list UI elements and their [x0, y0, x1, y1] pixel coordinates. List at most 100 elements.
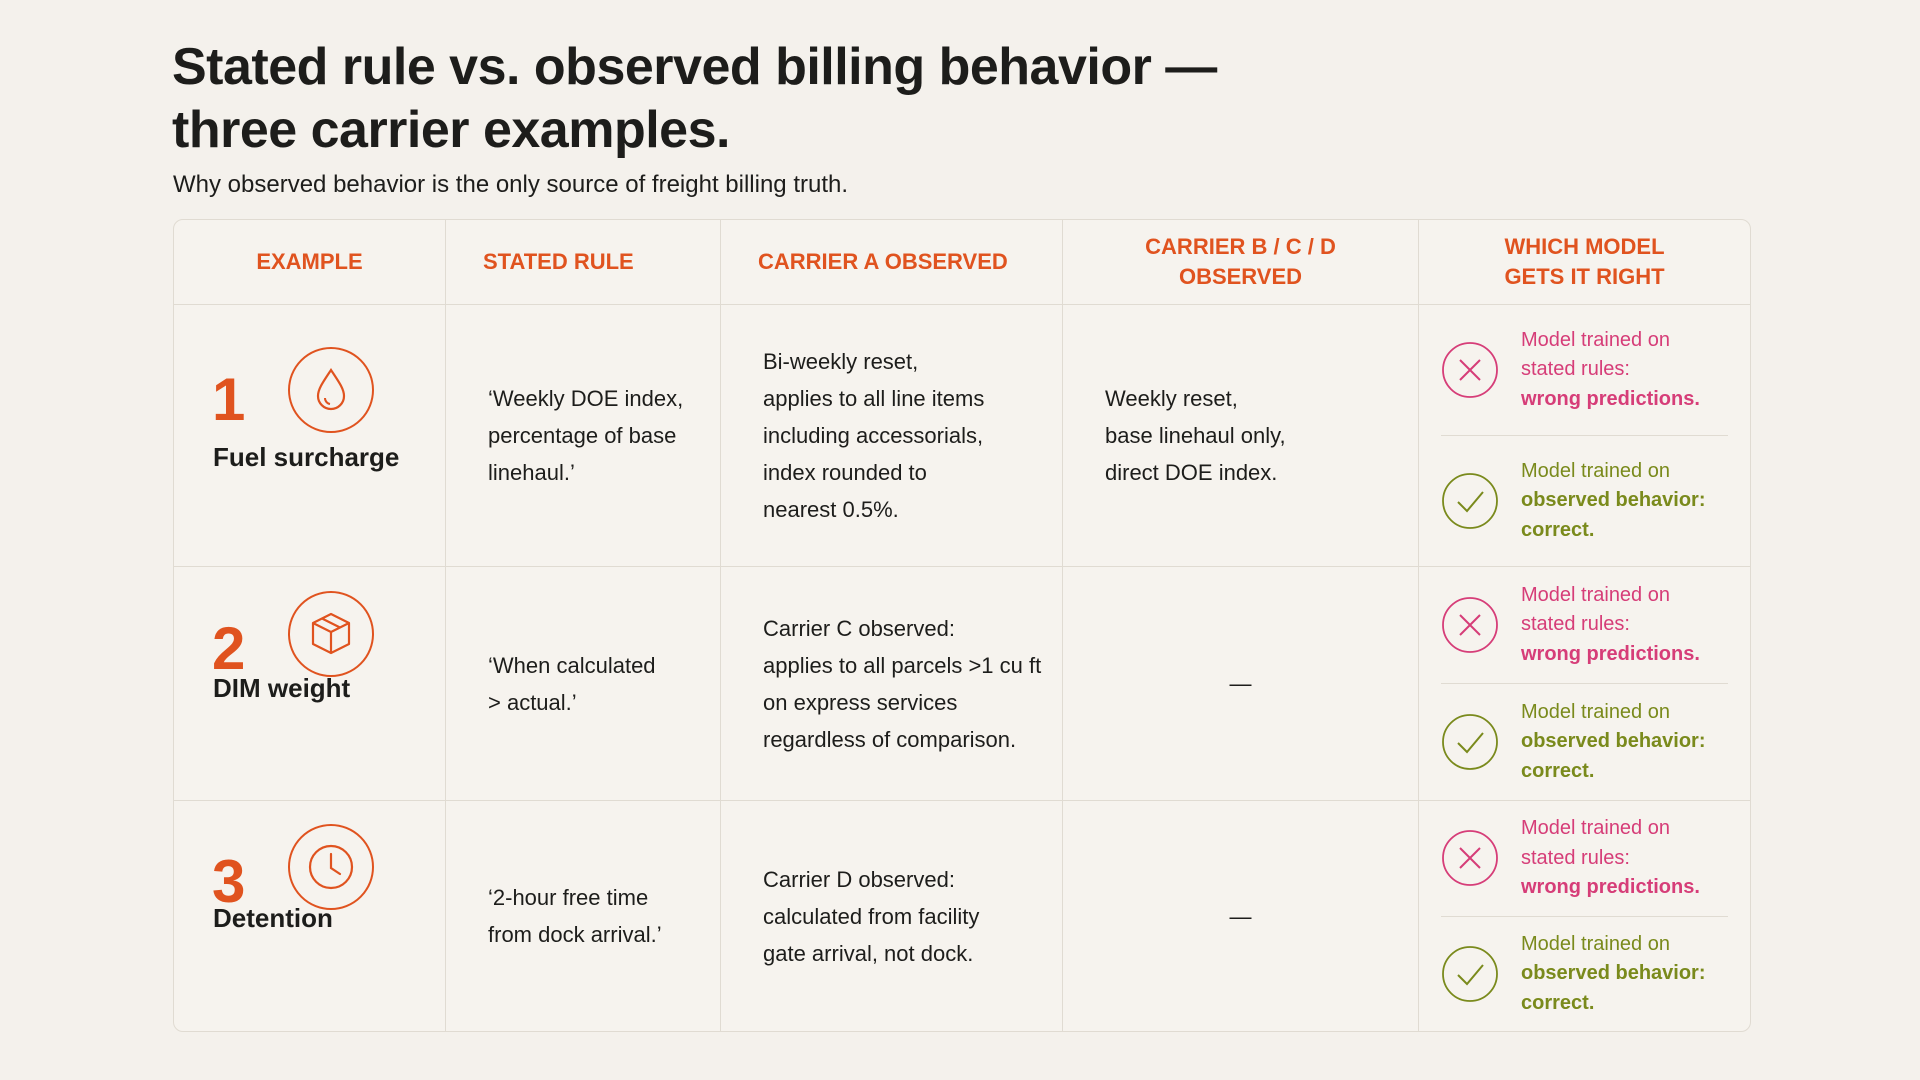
verdict-emphasis: observed behavior: correct. — [1521, 489, 1706, 541]
text-line: — — [1229, 903, 1252, 929]
cross-icon — [1442, 342, 1498, 398]
text-line: > actual.’ — [488, 689, 577, 715]
example-icon — [287, 346, 375, 434]
text-line: ‘2-hour free time — [488, 885, 649, 910]
text-line: applies to all line items — [763, 386, 985, 411]
text-line: percentage of base — [488, 423, 677, 448]
column-header-text: STATED RULE — [483, 249, 634, 274]
column-header-text: CARRIER B / C / D OBSERVED — [1145, 234, 1336, 289]
verdict-right: Model trained on observed behavior: corre… — [1441, 683, 1728, 800]
example-icon — [287, 590, 375, 678]
verdict-emphasis: wrong predictions. — [1521, 642, 1700, 665]
verdict-wrong: Model trained on stated rules: wrong predi… — [1441, 305, 1728, 435]
carrier-bcd-cell: Weekly reset, base linehaul only, direct D… — [1063, 305, 1419, 567]
verdict-cell: Model trained on stated rules: wrong predi… — [1419, 567, 1750, 801]
example-label: Fuel surcharge — [213, 442, 400, 472]
check-icon — [1442, 945, 1498, 1002]
example-cell: 2 DIM weight — [174, 567, 446, 801]
text-line: ‘Weekly DOE index, — [488, 386, 684, 411]
column-header: WHICH MODEL GETS IT RIGHT — [1419, 220, 1750, 305]
text-line: applies to all parcels >1 cu ft — [763, 652, 1042, 678]
verdict-line: stated rules: — [1521, 358, 1630, 381]
verdict-line: Model trained on — [1521, 817, 1670, 839]
subtitle: Why observed behavior is the only source… — [173, 171, 849, 198]
text-line: on express services — [763, 689, 958, 715]
text-line: including accessorials, — [763, 423, 984, 448]
carrier-a-cell: Carrier D observed: calculated from facil… — [721, 801, 1063, 1031]
text-line: Bi-weekly reset, — [763, 349, 919, 374]
text-line: Carrier D observed: — [763, 866, 955, 892]
cross-icon — [1442, 597, 1498, 653]
text-line: base linehaul only, — [1105, 423, 1286, 448]
verdict-line: Model trained on — [1521, 583, 1670, 606]
column-header-text: CARRIER A OBSERVED — [758, 249, 1008, 274]
verdict-emphasis: observed behavior: correct. — [1521, 730, 1706, 782]
verdict-cell: Model trained on stated rules: wrong predi… — [1419, 305, 1750, 567]
carrier-a-cell: Carrier C observed: applies to all parcel… — [721, 567, 1063, 801]
example-number: 3 — [212, 848, 246, 915]
verdict-cell: Model trained on stated rules: wrong predi… — [1419, 801, 1750, 1031]
column-header-text: WHICH MODEL GETS IT RIGHT — [1504, 234, 1665, 289]
text-line: gate arrival, not dock. — [763, 940, 974, 966]
column-header: CARRIER B / C / D OBSERVED — [1063, 220, 1419, 305]
verdict-text: Model trained on observed behavior: corre… — [1521, 930, 1711, 1019]
verdict-wrong: Model trained on stated rules: wrong predi… — [1441, 801, 1728, 916]
title-line: Stated rule vs. observed billing behavio… — [172, 38, 1217, 96]
example-cell: 3 Detention — [174, 801, 446, 1031]
title: Stated rule vs. observed billing behavio… — [172, 36, 1217, 162]
carrier-bcd-cell: — — [1063, 567, 1419, 801]
text-line: linehaul.’ — [488, 460, 575, 485]
verdict-emphasis: wrong predictions. — [1521, 876, 1700, 898]
cross-icon — [1442, 830, 1498, 887]
example-label: DIM weight — [213, 673, 351, 703]
text-line: direct DOE index. — [1105, 460, 1278, 485]
text-line: calculated from facility — [763, 903, 980, 929]
text-line: nearest 0.5%. — [763, 497, 899, 522]
carrier-bcd-cell: — — [1063, 801, 1419, 1031]
icon — [288, 824, 374, 910]
text-line: Carrier C observed: — [763, 615, 955, 641]
verdict-right: Model trained on observed behavior: corre… — [1441, 435, 1728, 566]
verdict-emphasis: observed behavior: correct. — [1521, 962, 1706, 1014]
verdict-line: Model trained on — [1521, 459, 1670, 482]
icon — [288, 591, 374, 677]
example-number: 1 — [212, 366, 246, 433]
example-number: 2 — [212, 615, 246, 682]
carrier-a-cell: Bi-weekly reset, applies to all line item… — [721, 305, 1063, 567]
text-line: from dock arrival.’ — [488, 922, 662, 947]
check-icon — [1442, 714, 1498, 770]
column-header: STATED RULE — [446, 220, 721, 305]
table: EXAMPLE STATED RULE CARRIER A OBSERVED CARR… — [173, 219, 1751, 1032]
text-line: — — [1229, 671, 1252, 696]
verdict-text: Model trained on observed behavior: corre… — [1521, 457, 1711, 546]
stated-rule-cell: ‘2-hour free time from dock arrival.’ — [446, 801, 721, 1031]
example-label: Detention — [213, 903, 333, 933]
verdict-text: Model trained on stated rules: wrong predi… — [1521, 814, 1700, 903]
verdict-text: Model trained on stated rules: wrong predi… — [1521, 581, 1700, 670]
verdict-line: Model trained on — [1521, 700, 1670, 723]
text-line: ‘When calculated — [488, 652, 656, 678]
column-header: EXAMPLE — [174, 220, 446, 305]
stated-rule-cell: ‘When calculated > actual.’ — [446, 567, 721, 801]
text-line: Weekly reset, — [1105, 386, 1238, 411]
check-icon — [1442, 473, 1498, 529]
title-line: three carrier examples. — [172, 101, 730, 159]
example-icon — [287, 823, 375, 911]
text-line: index rounded to — [763, 460, 927, 485]
example-cell: 1 Fuel surcharge — [174, 305, 446, 567]
icon — [288, 347, 374, 433]
verdict-line: Model trained on — [1521, 328, 1670, 351]
stated-rule-cell: ‘Weekly DOE index, percentage of base line… — [446, 305, 721, 567]
verdict-text: Model trained on observed behavior: corre… — [1521, 698, 1711, 787]
verdict-line: stated rules: — [1521, 613, 1630, 636]
column-header-text: EXAMPLE — [256, 249, 363, 274]
verdict-text: Model trained on stated rules: wrong predi… — [1521, 326, 1700, 415]
text-line: regardless of comparison. — [763, 726, 1017, 752]
verdict-emphasis: wrong predictions. — [1521, 387, 1700, 410]
verdict-line: stated rules: — [1521, 846, 1630, 869]
verdict-wrong: Model trained on stated rules: wrong predi… — [1441, 567, 1728, 683]
column-header: CARRIER A OBSERVED — [721, 220, 1063, 305]
verdict-line: Model trained on — [1521, 932, 1670, 955]
